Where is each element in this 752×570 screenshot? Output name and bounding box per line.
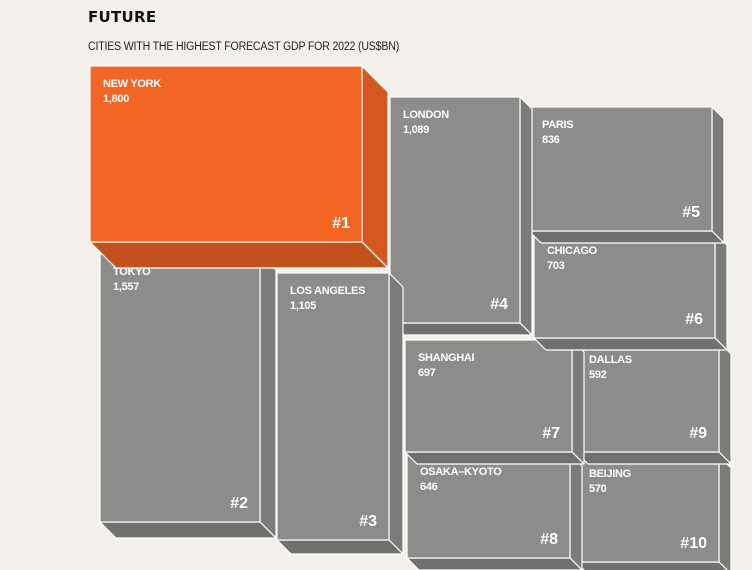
city-block-7: SHANGHAI 697 #7 (404, 339, 585, 465)
block-side-face (718, 341, 732, 465)
block-front-face (276, 272, 390, 541)
block-bottom-face (528, 230, 725, 244)
gdp-value-label: 703 (547, 260, 565, 272)
rank-label: #6 (685, 311, 703, 328)
chart-heading: FUTURE (88, 8, 157, 26)
block-bottom-face (406, 557, 583, 570)
block-bottom-face (99, 521, 277, 539)
rank-label: #3 (359, 513, 377, 530)
block-front-face (575, 341, 720, 453)
gdp-value-label: 1,557 (113, 281, 139, 293)
gdp-value-label: 646 (420, 481, 438, 493)
chart-title: CITIES WITH THE HIGHEST FORECAST GDP FOR… (88, 41, 400, 53)
gdp-value-label: 592 (589, 369, 607, 381)
city-block-4: LONDON 1,089 #4 (389, 96, 533, 336)
city-block-10: BEIJING 570 #10 (575, 455, 732, 570)
rank-label: #5 (682, 204, 700, 221)
block-side-face (361, 65, 389, 269)
rank-label: #2 (230, 495, 248, 512)
block-side-face (519, 96, 533, 336)
block-side-face (259, 253, 277, 539)
rank-label: #1 (332, 215, 350, 232)
rank-label: #10 (680, 535, 707, 552)
gdp-value-label: 1,800 (103, 93, 129, 105)
city-name-label: SHANGHAI (418, 352, 475, 364)
rank-label: #9 (689, 425, 707, 442)
block-bottom-face (89, 241, 389, 269)
block-front-face (89, 65, 363, 243)
city-block-1: NEW YORK 1,800 #1 (89, 65, 389, 269)
city-block-3: LOS ANGELES 1,105 #3 (276, 272, 404, 555)
block-front-face (404, 339, 573, 453)
block-bottom-face (389, 322, 533, 336)
city-block-5: PARIS 836 #5 (528, 106, 725, 244)
city-block-2: TOKYO 1,557 #2 (99, 253, 277, 539)
block-front-face (389, 96, 521, 324)
block-front-face (406, 453, 571, 559)
block-bottom-face (575, 451, 732, 465)
block-bottom-face (533, 337, 728, 351)
block-side-face (714, 232, 728, 351)
city-name-label: DALLAS (589, 354, 632, 366)
gdp-value-label: 1,089 (403, 124, 429, 136)
block-side-face (569, 453, 583, 570)
block-front-face (528, 106, 713, 232)
city-block-6: CHICAGO 703 #6 (533, 232, 728, 351)
city-name-label: LOS ANGELES (290, 285, 365, 297)
city-block-9: DALLAS 592 #9 (575, 341, 732, 465)
block-side-face (718, 455, 732, 570)
city-name-label: BEIJING (589, 468, 631, 480)
block-side-face (571, 339, 585, 465)
rank-label: #4 (490, 296, 508, 313)
city-name-label: TOKYO (113, 266, 151, 278)
gdp-value-label: 1,105 (290, 300, 316, 312)
gdp-value-label: 697 (418, 367, 436, 379)
rank-label: #7 (542, 425, 560, 442)
gdp-value-label: 570 (589, 483, 607, 495)
rank-label: #8 (540, 531, 558, 548)
gdp-value-label: 836 (542, 134, 560, 146)
block-bottom-face (404, 451, 585, 465)
block-side-face (388, 272, 404, 555)
block-bottom-face (276, 539, 404, 555)
city-name-label: OSAKA–KYOTO (420, 466, 502, 478)
city-name-label: CHICAGO (547, 245, 598, 257)
block-bottom-face (575, 561, 728, 570)
block-front-face (99, 253, 261, 523)
city-name-label: PARIS (542, 119, 573, 131)
block-front-face (575, 455, 720, 563)
city-name-label: NEW YORK (103, 78, 161, 90)
block-side-face (711, 106, 725, 244)
city-name-label: LONDON (403, 109, 449, 121)
city-block-8: OSAKA–KYOTO 646 #8 (406, 453, 583, 570)
